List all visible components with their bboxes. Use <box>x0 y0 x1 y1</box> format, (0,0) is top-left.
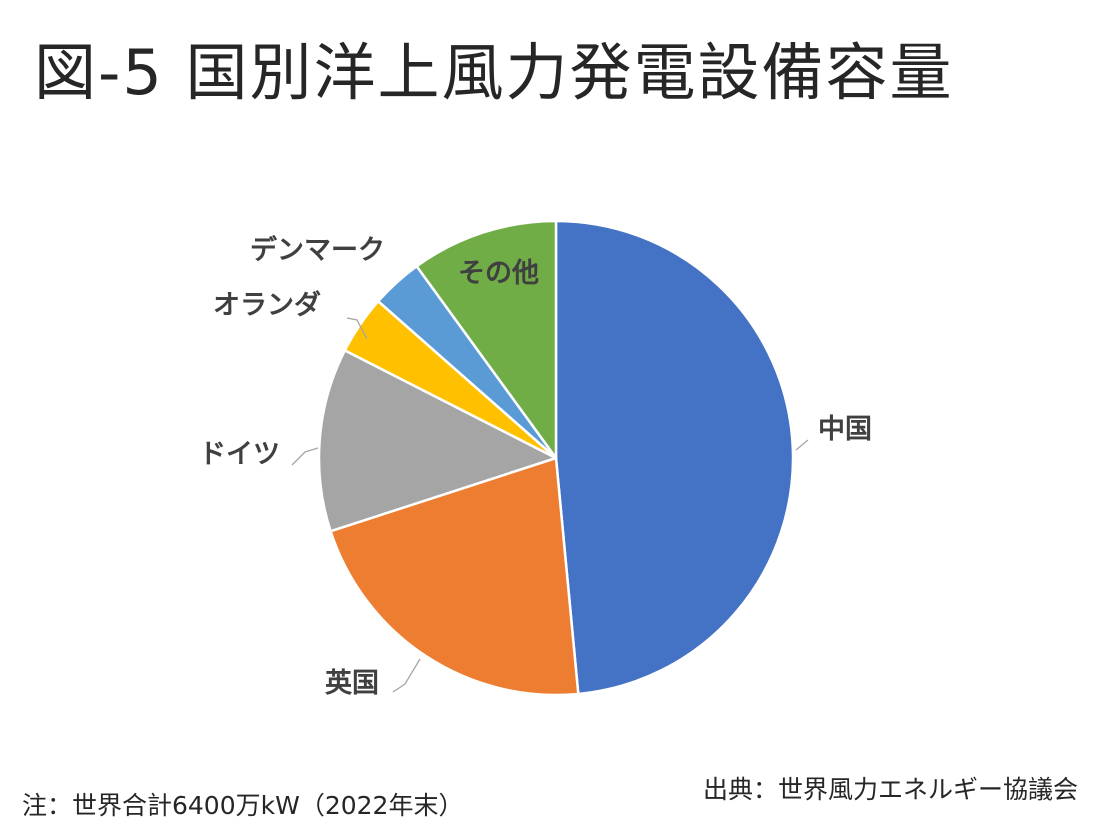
footnote: 注：世界合計6400万kW（2022年末） <box>22 791 464 820</box>
slice-label-4: デンマーク <box>250 234 385 266</box>
pie-slice-1 <box>329 456 580 697</box>
pie-slice-0 <box>554 219 795 696</box>
source-note: 出典：世界風力エネルギー協議会 <box>702 775 1078 804</box>
leader-line-0 <box>795 439 809 451</box>
leader-line-1 <box>392 658 421 693</box>
leader-lines <box>291 317 809 693</box>
slice-label-5: その他 <box>458 258 539 289</box>
slice-label-0: 中国 <box>818 414 872 445</box>
page-title: 図-5 国別洋上風力発電設備容量 <box>34 36 954 109</box>
pie-slices <box>317 219 795 697</box>
slice-label-3: オランダ <box>213 289 321 321</box>
slice-label-1: 英国 <box>325 668 379 699</box>
pie-slice-5 <box>415 219 558 460</box>
pie-slice-2 <box>317 349 558 533</box>
leader-line-2 <box>291 447 319 466</box>
leader-line-3 <box>346 317 368 340</box>
slice-label-2: ドイツ <box>199 439 280 470</box>
